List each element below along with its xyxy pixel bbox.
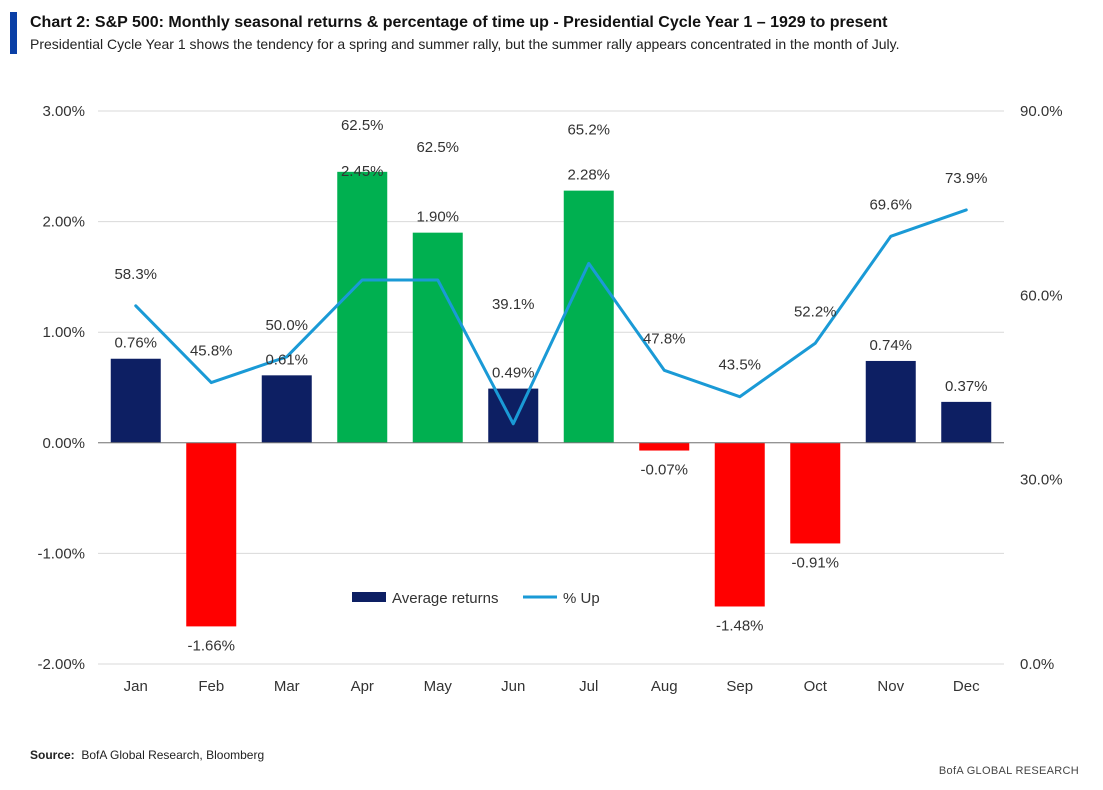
x-axis-tick-label: Jun xyxy=(501,678,525,695)
right-axis-tick-label: 60.0% xyxy=(1020,287,1063,304)
bar-apr xyxy=(337,171,388,443)
line-value-label: 62.5% xyxy=(416,139,459,156)
source-label: Source: xyxy=(30,748,75,762)
x-axis-tick-label: Jul xyxy=(579,678,598,695)
seasonal-returns-chart: 3.00% 2.00% 1.00% 0.00% -1.00% -2.00% 90.0% 60.… xyxy=(37,103,1063,695)
bar-value-label: -0.07% xyxy=(640,462,688,479)
left-axis-tick-label: -2.00% xyxy=(37,656,85,673)
bar-mar xyxy=(261,375,312,443)
left-axis-tick-label: 1.00% xyxy=(42,324,85,341)
bar-value-label: 1.90% xyxy=(416,209,459,226)
bar-value-label: 0.37% xyxy=(945,378,988,395)
bar-feb xyxy=(186,442,237,627)
chart-title: Chart 2: S&P 500: Monthly seasonal retur… xyxy=(30,14,888,31)
source-text: BofA Global Research, Bloomberg xyxy=(81,748,265,762)
x-axis-tick-label: Dec xyxy=(953,678,980,695)
right-axis-tick-label: 0.0% xyxy=(1020,656,1054,673)
line-value-label: 58.3% xyxy=(114,266,157,283)
bar-oct xyxy=(790,442,841,544)
bar-may xyxy=(412,232,463,443)
bar-dec xyxy=(941,401,992,443)
x-axis-tick-label: Oct xyxy=(804,678,828,695)
chart-subtitle: Presidential Cycle Year 1 shows the tend… xyxy=(30,36,900,52)
bar-jun xyxy=(488,388,539,443)
x-axis-tick-label: Feb xyxy=(198,678,224,695)
bar-value-label: 0.49% xyxy=(492,365,535,382)
bar-value-label: 2.28% xyxy=(567,167,610,184)
x-axis-tick-label: Nov xyxy=(877,678,904,695)
bar-value-label: 0.74% xyxy=(869,337,912,354)
left-axis-tick-label: -1.00% xyxy=(37,545,85,562)
line-value-label: 45.8% xyxy=(190,343,233,360)
bar-value-label: -1.66% xyxy=(187,637,235,654)
bar-sep xyxy=(714,442,765,607)
line-value-label: 47.8% xyxy=(643,330,686,347)
x-axis-tick-label: Aug xyxy=(651,678,678,695)
brand-footer: BofA GLOBAL RESEARCH xyxy=(938,765,1079,777)
x-axis-tick-label: Jan xyxy=(124,678,148,695)
legend-swatch-average-returns xyxy=(352,592,386,602)
line-value-label: 39.1% xyxy=(492,296,535,313)
source-note: Source: BofA Global Research, Bloomberg xyxy=(30,748,264,762)
left-axis-tick-label: 2.00% xyxy=(42,214,85,231)
line-value-label: 73.9% xyxy=(945,170,988,187)
bar-jul xyxy=(563,190,614,443)
x-axis-tick-label: Mar xyxy=(274,678,300,695)
line-value-label: 52.2% xyxy=(794,303,837,320)
legend-label-percent-up: % Up xyxy=(563,590,600,607)
bar-value-label: -1.48% xyxy=(716,617,764,634)
chart-header: Chart 2: S&P 500: Monthly seasonal retur… xyxy=(10,10,1095,56)
line-value-label: 65.2% xyxy=(567,121,610,138)
percent-up-line xyxy=(134,208,968,426)
right-axis-tick-label: 30.0% xyxy=(1020,472,1063,489)
line-value-label: 43.5% xyxy=(718,357,761,374)
x-axis-tick-label: Apr xyxy=(351,678,374,695)
bar-nov xyxy=(865,360,916,443)
left-axis-tick-label: 3.00% xyxy=(42,103,85,120)
bar-aug xyxy=(639,442,690,451)
bar-value-label: -0.91% xyxy=(791,554,839,571)
bar-value-label: 0.61% xyxy=(265,351,308,368)
bar-value-label: 2.45% xyxy=(341,163,384,180)
line-value-label: 69.6% xyxy=(869,196,912,213)
bar-jan xyxy=(110,358,161,443)
x-axis-tick-label: Sep xyxy=(726,678,753,695)
line-value-label: 50.0% xyxy=(265,317,308,334)
x-axis-tick-label: May xyxy=(424,678,453,695)
legend-label-average-returns: Average returns xyxy=(392,590,498,607)
right-axis-tick-label: 90.0% xyxy=(1020,103,1063,120)
line-value-label: 62.5% xyxy=(341,117,384,134)
left-axis-tick-label: 0.00% xyxy=(42,435,85,452)
bar-value-label: 0.76% xyxy=(114,335,157,352)
title-accent-bar xyxy=(10,12,17,54)
